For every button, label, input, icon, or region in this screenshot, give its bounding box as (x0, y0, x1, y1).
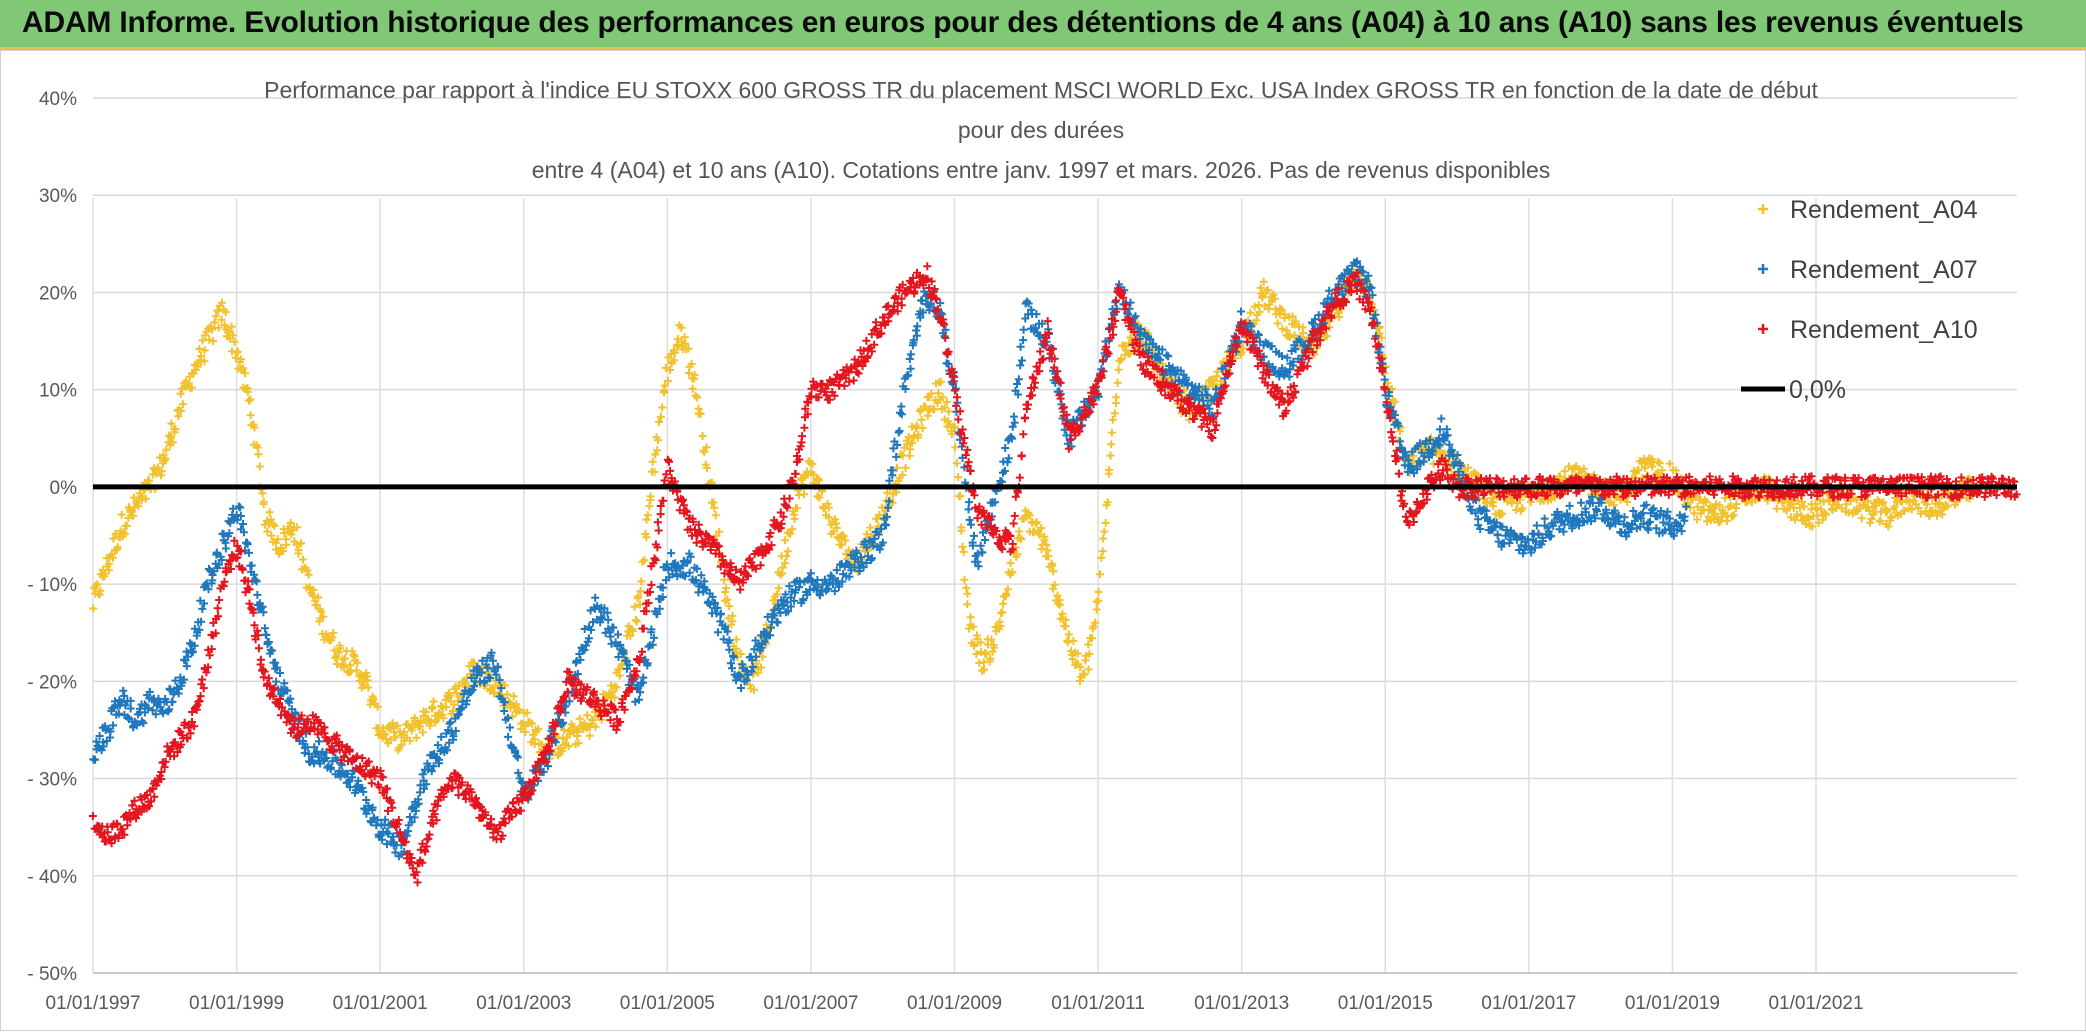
chart-title: Performance par rapport à l'indice EU ST… (264, 77, 1818, 183)
x-tick-label: 01/01/2007 (763, 993, 858, 1014)
x-tick-label: 01/01/2017 (1481, 993, 1576, 1014)
x-tick-label: 01/01/2003 (476, 993, 571, 1014)
chart-title-line-2: pour des durées (958, 117, 1124, 143)
chart-area: 40% 30% 20% 10% 0% - 10% - 20% - 30% - 40% - 50% … (0, 50, 2086, 1031)
y-tick-label: - 10% (27, 575, 77, 596)
y-tick-label: 0% (50, 478, 78, 499)
legend-marker (1758, 264, 1768, 274)
legend-label: Rendement_A07 (1790, 256, 1978, 284)
y-tick-label: 20% (39, 283, 77, 304)
y-tick-label: 10% (39, 381, 77, 402)
legend-item: Rendement_A04 (1758, 196, 1978, 224)
series-markers (89, 257, 1691, 861)
series-Rendement_A04 (89, 265, 1977, 764)
scatter-chart: 40%30%20%10%0%- 10%- 20%- 30%- 40%- 50% … (27, 77, 2021, 1014)
x-tick-label: 01/01/2001 (333, 993, 428, 1014)
legend-marker (1758, 324, 1768, 334)
y-tick-label: - 20% (27, 672, 77, 693)
chart-title-line-3: entre 4 (A04) et 10 ans (A10). Cotations… (532, 157, 1551, 183)
y-tick-label: - 40% (27, 867, 77, 888)
y-tick-label: - 50% (27, 964, 77, 985)
x-tick-label: 01/01/2005 (620, 993, 715, 1014)
report-title: ADAM Informe. Evolution historique des p… (22, 6, 2024, 39)
legend-item: 0,0% (1741, 376, 1846, 404)
y-tick-label: 30% (39, 186, 77, 207)
legend-label: Rendement_A04 (1790, 196, 1978, 224)
x-tick-label: 01/01/2019 (1625, 993, 1720, 1014)
legend-marker (1758, 204, 1768, 214)
x-tick-label: 01/01/2015 (1338, 993, 1433, 1014)
legend-item: Rendement_A07 (1758, 256, 1978, 284)
chart-title-line-1: Performance par rapport à l'indice EU ST… (264, 77, 1818, 103)
series-Rendement_A10 (88, 262, 2021, 887)
report-banner: ADAM Informe. Evolution historique des p… (0, 0, 2086, 50)
x-tick-label: 01/01/2013 (1194, 993, 1289, 1014)
data-points (88, 257, 2021, 887)
series-Rendement_A07 (89, 257, 1691, 861)
legend-label: Rendement_A10 (1790, 316, 1978, 344)
x-tick-label: 01/01/1999 (189, 993, 284, 1014)
y-tick-label: 40% (39, 89, 77, 110)
legend-label: 0,0% (1789, 376, 1846, 404)
series-markers (88, 262, 2021, 887)
y-tick-label: - 30% (27, 770, 77, 791)
series-markers (89, 265, 1977, 764)
y-axis-ticks: 40% 30% 20% 10% 0% - 10% - 20% - 30% - 40% - 50% (27, 89, 77, 985)
legend-item: Rendement_A10 (1758, 316, 1978, 344)
legend: Rendement_A04 Rendement_A07 Rendement_A10 0… (1741, 196, 1978, 404)
x-axis-ticks: 01/01/1997 01/01/1999 01/01/2001 01/01/2003… (45, 993, 1863, 1014)
x-tick-label: 01/01/2009 (907, 993, 1002, 1014)
x-tick-label: 01/01/2011 (1051, 993, 1145, 1014)
x-tick-label: 01/01/2021 (1768, 993, 1863, 1014)
x-tick-label: 01/01/1997 (45, 993, 140, 1014)
